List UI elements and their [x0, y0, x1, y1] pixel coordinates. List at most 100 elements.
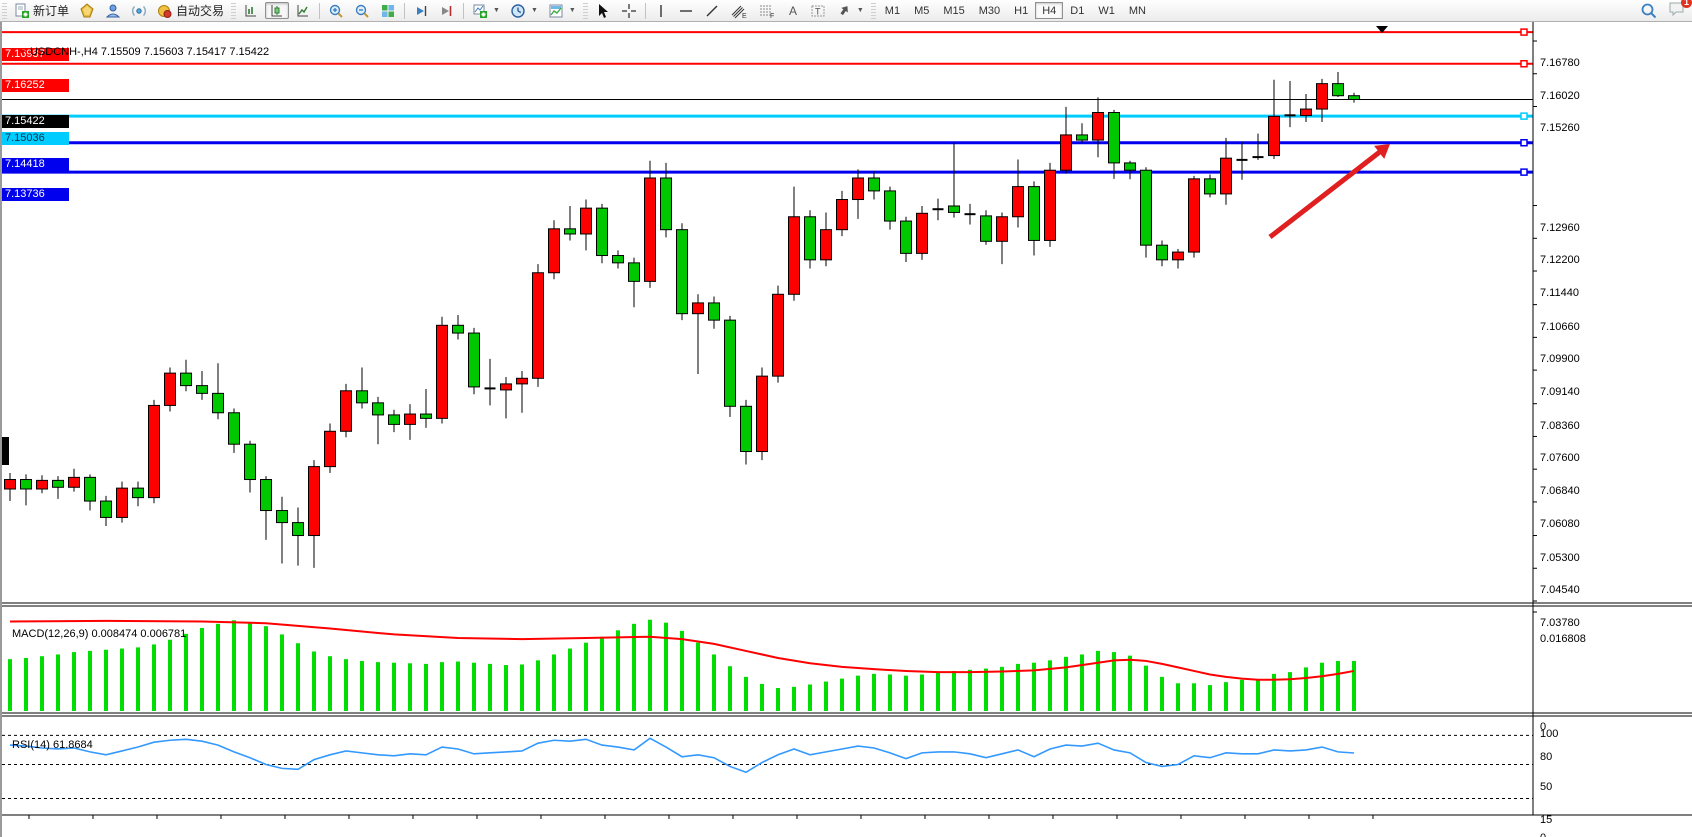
- price-tag: 7.14418: [2, 158, 69, 172]
- macd-bar: [440, 662, 444, 711]
- timeframe-H4[interactable]: H4: [1035, 2, 1064, 19]
- timeframe-D1[interactable]: D1: [1070, 4, 1085, 17]
- toolbar-drag-handle[interactable]: [2, 2, 7, 19]
- timeframe-M1[interactable]: M1: [884, 4, 901, 17]
- candle-body: [916, 212, 928, 254]
- group-handle[interactable]: [870, 2, 876, 19]
- cursor-tool-button[interactable]: [591, 2, 615, 19]
- templates-icon: [549, 4, 563, 17]
- macd-bar: [296, 643, 300, 711]
- notifications-button[interactable]: 1: [1668, 0, 1692, 20]
- macd-bar: [872, 673, 876, 711]
- rsi-line: [9, 737, 1355, 774]
- auto-trading-button[interactable]: 自动交易: [153, 2, 228, 19]
- candle-body: [4, 479, 16, 490]
- timeframe-W1[interactable]: W1: [1098, 4, 1115, 17]
- hline-handle[interactable]: [1520, 168, 1528, 176]
- chevron-down-icon: ▼: [530, 7, 538, 14]
- price-tick-label: 7.09900: [1540, 353, 1580, 366]
- vertical-line-tool-button[interactable]: [650, 2, 672, 19]
- macd-bar: [568, 648, 572, 711]
- macd-bar: [888, 674, 892, 711]
- candle-body: [996, 216, 1008, 242]
- hline-handle[interactable]: [1520, 28, 1528, 36]
- arrows-tool-button[interactable]: ▼: [832, 2, 868, 19]
- new-order-button[interactable]: 新订单: [10, 2, 73, 19]
- price-tick-label: 7.05300: [1540, 551, 1580, 564]
- macd-bar: [408, 663, 412, 711]
- macd-bar: [1032, 662, 1036, 711]
- candle-body: [724, 319, 736, 407]
- macd-bar: [1192, 683, 1196, 711]
- symbol-marker[interactable]: ▼: [18, 47, 27, 57]
- auto-scroll-button[interactable]: [409, 2, 433, 19]
- candle-body: [52, 479, 64, 488]
- macd-bar: [232, 620, 236, 711]
- fibonacci-icon: F: [759, 5, 774, 19]
- macd-bar: [1016, 663, 1020, 711]
- rsi-scale-label: 0: [1540, 832, 1546, 837]
- timeframe-M15[interactable]: M15: [943, 4, 965, 17]
- group-handle[interactable]: [582, 2, 588, 19]
- bar-chart-icon: [245, 4, 257, 16]
- timeframe-MN[interactable]: MN: [1128, 4, 1146, 17]
- search-icon[interactable]: [1640, 2, 1658, 20]
- candle-body: [1044, 169, 1056, 241]
- macd-bar: [1304, 667, 1308, 711]
- price-tick-label: 7.06840: [1540, 485, 1580, 498]
- price-tick-label: 7.16780: [1540, 57, 1580, 69]
- candle-body: [420, 413, 432, 419]
- indicators-button[interactable]: ▼: [468, 2, 504, 19]
- candle-body: [36, 479, 48, 490]
- bar-chart-mode-button[interactable]: [239, 2, 263, 19]
- timeframe-M30[interactable]: M30: [978, 4, 1001, 17]
- candle-body: [292, 522, 304, 537]
- trend-arrow[interactable]: [1268, 148, 1384, 239]
- candlestick-icon: [271, 4, 283, 16]
- market-depth-button[interactable]: [75, 2, 99, 19]
- equidistant-channel-tool-button[interactable]: E: [726, 2, 752, 19]
- hline-handle[interactable]: [1520, 59, 1528, 68]
- text-tool-button[interactable]: A: [782, 2, 804, 19]
- partial-candle: [2, 437, 9, 465]
- chart-canvas[interactable]: [2, 22, 1692, 837]
- line-anchor-marker[interactable]: [1376, 26, 1388, 33]
- macd-bar: [184, 633, 188, 711]
- profiles-button[interactable]: [101, 2, 125, 19]
- chart-shift-button[interactable]: [435, 2, 459, 19]
- hline-handle[interactable]: [1520, 112, 1528, 120]
- candle-body: [372, 402, 384, 416]
- trend-arrow-head[interactable]: [1374, 144, 1390, 159]
- horizontal-line-tool-button[interactable]: [674, 2, 698, 19]
- price-tick-label: 7.16020: [1540, 89, 1580, 102]
- periods-button[interactable]: ▼: [506, 2, 542, 19]
- timeframe-M5[interactable]: M5: [914, 4, 930, 17]
- macd-bar: [584, 642, 588, 711]
- macd-bar: [72, 652, 76, 711]
- candlestick-mode-button[interactable]: [265, 2, 290, 19]
- zoom-out-button[interactable]: [350, 2, 374, 19]
- group-handle[interactable]: [231, 2, 237, 19]
- broadcast-button[interactable]: [127, 2, 151, 19]
- crosshair-tool-button[interactable]: [617, 2, 641, 19]
- chart-title: ▼ USDCNH-,H4 7.15509 7.15603 7.15417 7.1…: [18, 46, 269, 58]
- macd-scale-max: 0.016808: [1540, 633, 1586, 645]
- line-chart-mode-button[interactable]: [291, 2, 315, 19]
- templates-button[interactable]: ▼: [544, 2, 580, 19]
- macd-scale-min: 0: [1540, 721, 1547, 733]
- cursor-icon: [598, 3, 608, 18]
- text-label-tool-button[interactable]: T: [806, 2, 830, 19]
- fibonacci-tool-button[interactable]: F: [754, 2, 780, 19]
- tile-windows-button[interactable]: [376, 2, 400, 19]
- candle-body: [1188, 178, 1200, 253]
- zoom-in-button[interactable]: [324, 2, 348, 19]
- timeframe-H1[interactable]: H1: [1014, 4, 1029, 17]
- macd-bar: [1240, 679, 1244, 711]
- macd-bar: [840, 678, 844, 711]
- macd-bar: [1320, 662, 1324, 711]
- price-tick-label: 7.10660: [1540, 320, 1580, 333]
- candle-body: [836, 199, 848, 231]
- trendline-tool-button[interactable]: [700, 2, 724, 19]
- candle-body: [1156, 244, 1168, 261]
- hline-handle[interactable]: [1520, 138, 1528, 147]
